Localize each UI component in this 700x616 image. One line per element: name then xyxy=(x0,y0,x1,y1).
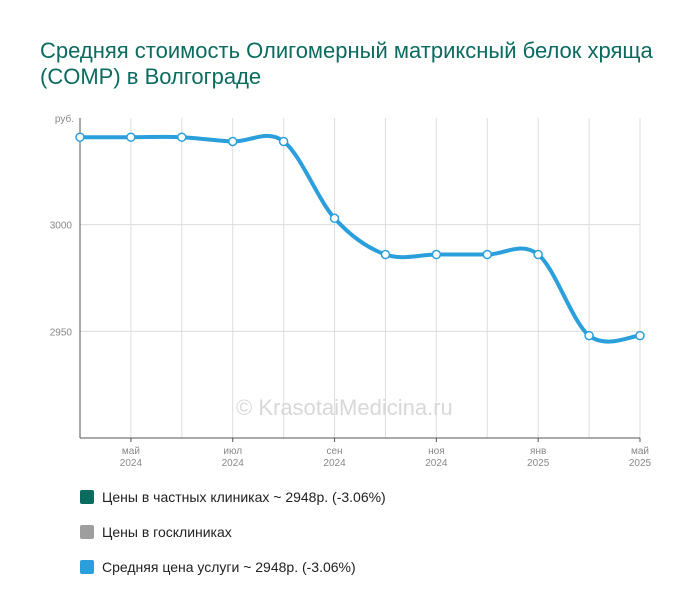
x-tick-label-year: 2025 xyxy=(527,458,550,469)
axes xyxy=(79,118,641,442)
legend: Цены в частных клиниках ~ 2948р. (-3.06%… xyxy=(80,488,386,593)
legend-item-average[interactable]: Средняя цена услуги ~ 2948р. (-3.06%) xyxy=(80,558,386,575)
x-tick-label-year: 2025 xyxy=(629,458,652,469)
data-point xyxy=(533,249,543,260)
data-point xyxy=(126,132,136,142)
legend-swatch-average xyxy=(80,559,94,574)
data-points xyxy=(75,132,645,341)
legend-label-private: Цены в частных клиниках ~ 2948р. (-3.06%… xyxy=(102,488,386,505)
data-point xyxy=(380,249,391,260)
x-tick-label-month: сен xyxy=(326,446,342,457)
legend-item-private[interactable]: Цены в частных клиниках ~ 2948р. (-3.06%… xyxy=(80,488,386,505)
x-tick-label-month: ноя xyxy=(428,446,445,457)
grid-lines xyxy=(80,118,641,438)
series-lines xyxy=(78,134,642,344)
x-tick-label-year: 2024 xyxy=(120,458,143,469)
x-tick-label-year: 2024 xyxy=(323,458,346,469)
data-point xyxy=(584,330,594,341)
legend-item-public[interactable]: Цены в госклиниках xyxy=(80,523,386,540)
y-tick-label: 2950 xyxy=(50,327,73,338)
line-chart: руб.29503000май2024июл2024сен2024ноя2024… xyxy=(50,113,652,469)
data-point xyxy=(278,136,289,147)
data-point xyxy=(329,213,340,224)
tick-labels: руб.29503000май2024июл2024сен2024ноя2024… xyxy=(50,113,652,469)
data-point xyxy=(635,330,645,341)
x-tick-label-month: май xyxy=(631,446,649,457)
x-tick-label-year: 2024 xyxy=(222,458,245,469)
y-axis-unit: руб. xyxy=(55,113,74,125)
data-point xyxy=(177,132,187,142)
data-point xyxy=(482,249,493,260)
data-point xyxy=(227,136,238,147)
data-point xyxy=(75,132,85,142)
data-point xyxy=(431,249,442,260)
watermark: © KrasotaiMedicina.ru xyxy=(236,395,453,420)
chart-title: Средняя стоимость Олигомерный матриксный… xyxy=(40,38,653,89)
series-line-average xyxy=(78,134,642,344)
x-tick-label-month: янв xyxy=(530,446,546,457)
x-tick-label-year: 2024 xyxy=(425,458,448,469)
x-tick-label-month: май xyxy=(122,446,140,457)
legend-swatch-public xyxy=(80,524,94,539)
x-tick-label-month: июл xyxy=(223,446,242,457)
legend-label-average: Средняя цена услуги ~ 2948р. (-3.06%) xyxy=(102,558,356,575)
y-tick-label: 3000 xyxy=(50,221,73,232)
legend-swatch-private xyxy=(80,489,94,504)
legend-label-public: Цены в госклиниках xyxy=(102,523,232,540)
